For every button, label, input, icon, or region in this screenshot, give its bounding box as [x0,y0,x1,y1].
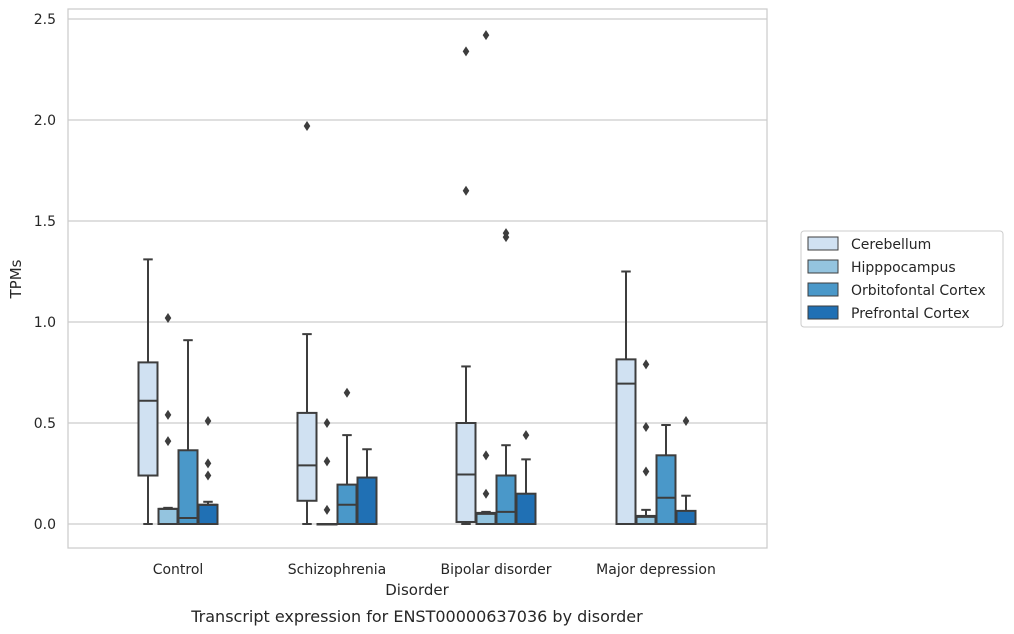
legend: Cerebellum Hipppocampus Orbitofontal Corte… [800,230,1004,328]
box-iqr [137,361,159,477]
box-orbitofontal-cortex [336,387,358,525]
outlier-point [204,458,212,469]
box-prefrontal-cortex [675,415,697,525]
outlier-point [343,387,351,398]
y-axis-label: TPMs [7,259,25,299]
chart-caption: Transcript expression for ENST0000063703… [190,607,643,626]
y-tick-label: 0.5 [34,416,56,432]
box-iqr [675,509,697,525]
legend-label: Prefrontal Cortex [851,306,970,322]
x-tick-label: Major depression [596,562,716,578]
y-tick-label: 0.0 [34,517,56,533]
outlier-point [502,228,510,239]
box-hipppocampus [635,359,657,525]
box-groups [137,30,697,526]
box-cerebellum [455,46,477,525]
outlier-point [522,430,530,441]
outlier-point [642,359,650,370]
box-prefrontal-cortex [515,430,537,526]
outlier-point [323,504,331,515]
outlier-point [164,312,172,323]
box-iqr [495,474,517,525]
y-tick-label: 2.0 [34,113,56,129]
box-hipppocampus [157,312,179,526]
legend-swatch [807,236,839,251]
box-iqr [655,454,677,526]
y-tick-label: 1.5 [34,214,56,230]
outlier-point [642,422,650,433]
outlier-point [482,488,490,499]
box-orbitofontal-cortex [177,339,199,525]
outlier-point [462,185,470,196]
outlier-point [323,418,331,428]
box-iqr [515,492,537,526]
x-tick-label: Schizophrenia [288,562,386,578]
legend-swatch [807,282,839,297]
legend-label: Hipppocampus [851,260,956,276]
box-cerebellum [615,270,637,525]
legend-label: Orbitofontal Cortex [851,283,986,299]
outlier-point [323,456,331,467]
box-iqr [177,449,199,525]
outlier-point [482,30,490,41]
y-tick-label: 1.0 [34,315,56,331]
box-iqr [197,503,219,525]
box-orbitofontal-cortex [655,424,677,526]
outlier-point [164,436,172,447]
box-iqr [356,476,378,526]
box-orbitofontal-cortex [495,228,517,525]
box-iqr [157,507,179,526]
x-axis-label: Disorder [385,581,449,599]
x-axis: Control Schizophrenia Bipolar disorder Majo… [153,562,716,578]
legend-frame [800,230,1004,328]
outlier-point [303,121,311,132]
plot-area [67,8,768,549]
outlier-point [204,415,212,426]
outlier-point [642,466,650,477]
outlier-point [482,450,490,461]
y-tick-label: 2.5 [34,12,56,28]
legend-swatch [807,259,839,274]
legend-swatch [807,305,839,320]
box-prefrontal-cortex [356,448,378,526]
outlier-point [462,46,470,57]
box-cerebellum [296,121,318,525]
box-iqr [455,422,477,523]
box-iqr [296,411,318,502]
x-tick-label: Bipolar disorder [440,562,551,578]
legend-label: Cerebellum [851,237,931,253]
box-hipppocampus [475,30,497,526]
outlier-point [682,415,690,426]
outlier-point [164,409,172,420]
box-cerebellum [137,258,159,525]
box-hipppocampus [316,418,338,526]
box-iqr [615,358,637,525]
box-prefrontal-cortex [197,415,219,525]
y-axis: 0.0 0.5 1.0 1.5 2.0 2.5 [34,12,56,533]
x-tick-label: Control [153,562,204,578]
outlier-point [204,470,212,481]
grid-lines [68,18,767,525]
